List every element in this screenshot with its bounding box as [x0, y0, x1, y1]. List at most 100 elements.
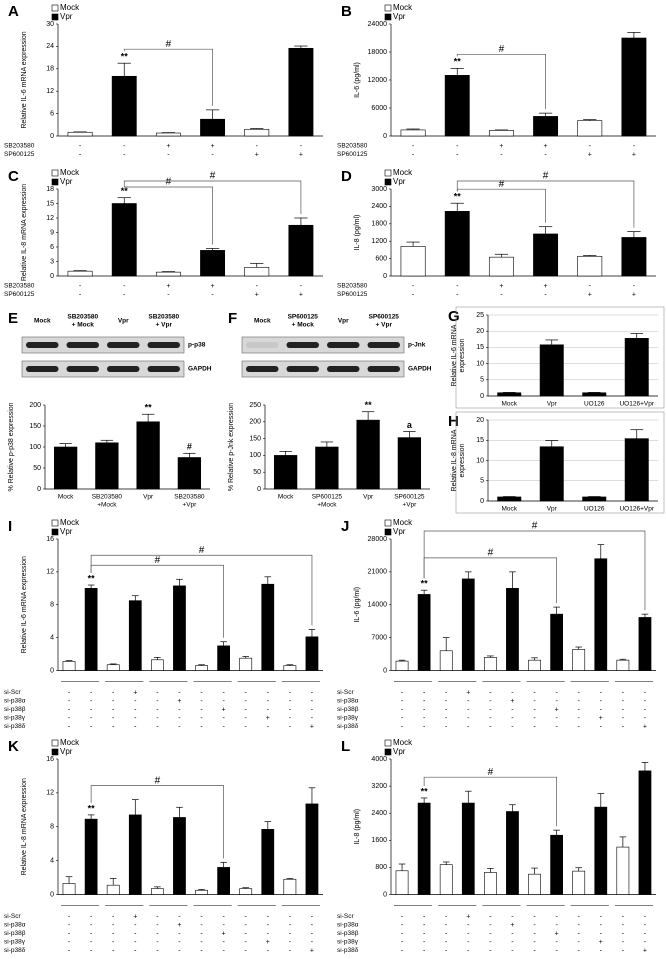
legend-swatch — [51, 739, 59, 747]
lane-label: Vpr — [338, 318, 349, 325]
error-bar — [630, 333, 644, 339]
y-tick-label: 3200 — [371, 783, 387, 790]
row-sign: - — [112, 922, 115, 929]
y-tick-label: 4 — [50, 857, 54, 864]
y-tick-label: 18 — [46, 66, 54, 73]
row-sign: - — [511, 930, 514, 937]
panel-label: A — [8, 3, 19, 20]
y-tick-label: 2400 — [371, 810, 387, 817]
row-sign: + — [299, 151, 303, 158]
row-label: si-p38β — [4, 706, 26, 713]
bracket-label: # — [166, 39, 172, 50]
row-sign: + — [310, 947, 314, 954]
bar — [621, 37, 647, 137]
y-tick-label: 20 — [476, 328, 484, 335]
row-label: si-p38δ — [4, 723, 26, 730]
row-sign: - — [245, 698, 248, 705]
row-sign: - — [423, 706, 426, 713]
row-sign: - — [311, 715, 314, 722]
y-tick-label: 16 — [46, 536, 54, 543]
y-tick-label: 12 — [46, 790, 54, 797]
y-axis-label: Relative IL-8 mRNA expression — [21, 184, 28, 281]
bar — [288, 224, 314, 277]
legend-swatch — [384, 519, 392, 527]
row-label: SP600125 — [4, 291, 35, 298]
legend-swatch — [384, 528, 392, 536]
row-label: si-p38α — [337, 698, 359, 705]
row-label: SP600125 — [337, 291, 368, 298]
row-label: si-p38γ — [337, 939, 359, 946]
error-bar — [100, 439, 114, 443]
legend-swatch — [51, 178, 59, 186]
row-sign: - — [222, 922, 225, 929]
row-sign: - — [423, 913, 426, 920]
bracket-label: # — [499, 179, 505, 190]
legend-label: Mock — [60, 168, 80, 177]
row-sign: - — [622, 913, 625, 920]
bar — [261, 828, 275, 895]
x-tick-label: Vpr — [363, 494, 374, 501]
row-sign: - — [589, 283, 592, 290]
blot-band — [246, 366, 279, 372]
row-sign: - — [445, 698, 448, 705]
panel-label: C — [8, 168, 19, 185]
row-sign: - — [600, 922, 603, 929]
bar — [305, 803, 319, 895]
bar — [111, 75, 137, 137]
y-tick-label: 6 — [50, 110, 54, 117]
bar — [67, 131, 93, 137]
row-sign: - — [555, 698, 558, 705]
bar — [488, 130, 514, 137]
row-sign: - — [423, 689, 426, 696]
bar — [395, 660, 409, 671]
row-sign: - — [401, 698, 404, 705]
row-sign: - — [267, 930, 270, 937]
error-bar — [597, 544, 605, 559]
y-axis-label: Relative IL-6 mRNA — [451, 324, 458, 386]
legend-label: Vpr — [393, 747, 406, 756]
bar — [356, 419, 380, 490]
row-sign: - — [211, 291, 214, 298]
row-sign: - — [644, 913, 647, 920]
error-bar — [420, 589, 428, 595]
y-tick-label: 200 — [29, 402, 41, 409]
row-label: si-p38α — [4, 922, 26, 929]
row-sign: - — [644, 922, 647, 929]
lane-label: + Vpr — [156, 322, 173, 329]
bar — [550, 613, 563, 671]
row-sign: - — [445, 913, 448, 920]
error-bar — [131, 799, 139, 815]
row-sign: - — [423, 715, 426, 722]
row-sign: - — [123, 143, 126, 150]
row-sign: - — [555, 689, 558, 696]
bar — [128, 814, 142, 895]
bar — [273, 455, 298, 490]
row-sign: - — [68, 715, 71, 722]
panel-label: D — [341, 168, 352, 185]
row-sign: - — [578, 706, 581, 713]
row-sign: + — [643, 723, 647, 730]
y-tick-label: 0 — [383, 667, 387, 674]
row-sign: - — [134, 947, 137, 954]
x-tick-label: SB203580 — [92, 494, 123, 501]
row-sign: - — [90, 930, 93, 937]
y-tick-label: 8 — [50, 602, 54, 609]
row-sign: - — [134, 930, 137, 937]
bracket — [423, 557, 557, 604]
error-bar — [494, 253, 509, 258]
row-sign: - — [467, 930, 470, 937]
y-axis-label: IL-8 (pg/ml) — [354, 809, 361, 845]
error-bar — [641, 762, 649, 771]
lane-label: SB203580 — [148, 314, 179, 321]
row-sign: - — [423, 922, 426, 929]
row-sign: - — [423, 723, 426, 730]
row-sign: - — [644, 698, 647, 705]
error-bar — [538, 226, 553, 234]
row-sign: - — [578, 689, 581, 696]
blot-band — [327, 342, 360, 348]
row-sign: - — [633, 283, 636, 290]
significance-mark: ** — [365, 400, 373, 410]
y-tick-label: 16 — [46, 756, 54, 763]
row-sign: + — [643, 947, 647, 954]
row-sign: - — [267, 698, 270, 705]
